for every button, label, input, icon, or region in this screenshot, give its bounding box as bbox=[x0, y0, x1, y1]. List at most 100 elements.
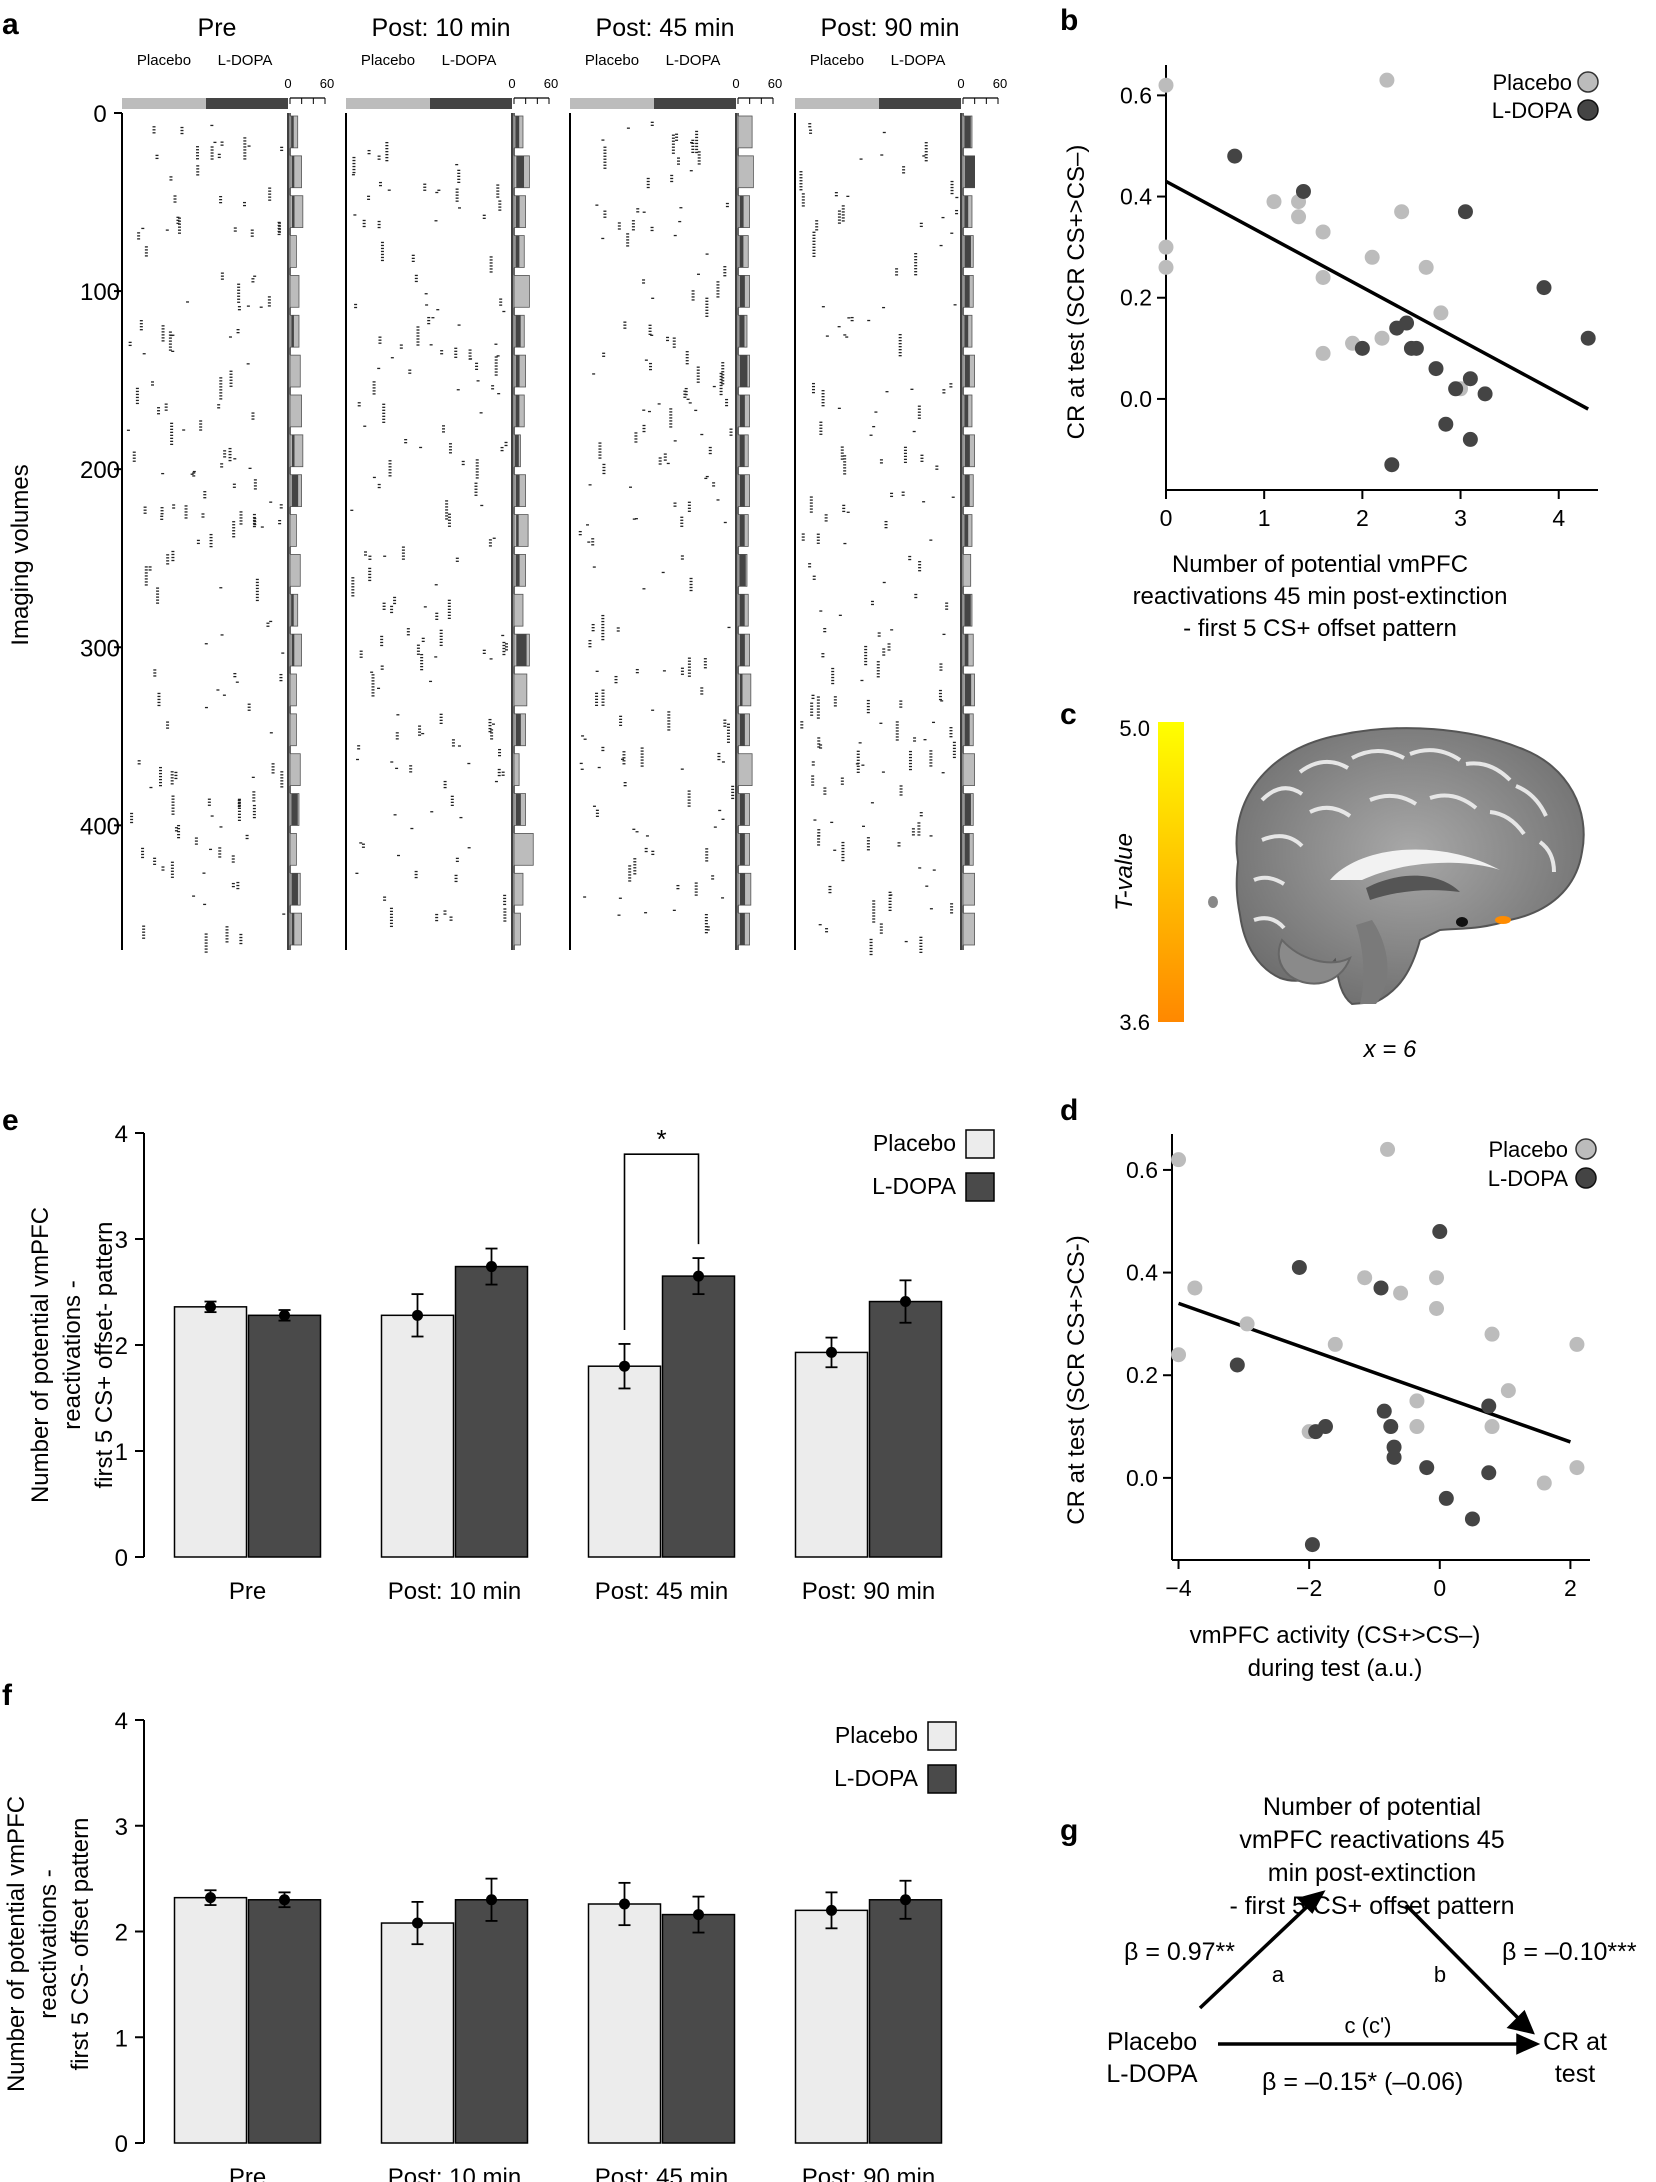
f-category-label: Post: 10 min bbox=[388, 2164, 521, 2182]
d-xtick-label: −4 bbox=[1165, 1575, 1191, 1601]
hist-bar-ldopa bbox=[291, 634, 295, 666]
hist-bar-placebo bbox=[289, 354, 301, 388]
panel-g: g Number of potential vmPFC reactivation… bbox=[1060, 1793, 1637, 2096]
hist-bar-placebo bbox=[513, 275, 530, 308]
panel-b-legend-ldopa: L-DOPA bbox=[1492, 98, 1573, 123]
e-significance-bracket bbox=[623, 1153, 700, 1330]
condition-title: Pre bbox=[198, 14, 237, 42]
hist-bar-placebo bbox=[737, 753, 753, 786]
panel-a-y-axis: 0 100 200 300 400 bbox=[80, 101, 120, 840]
f-bar-ldopa bbox=[247, 1899, 322, 2144]
mediator-line1: Number of potential bbox=[1263, 1793, 1481, 1821]
d-point-placebo bbox=[1500, 1383, 1516, 1399]
outcome-line1: CR at bbox=[1543, 2028, 1607, 2056]
path-b-arrowhead bbox=[1506, 2009, 1535, 2035]
d-point-placebo bbox=[1327, 1336, 1343, 1352]
raster-column-0: Pre Placebo L-DOPA 0 60 bbox=[114, 14, 334, 953]
hist-bar-placebo bbox=[289, 912, 302, 946]
b-point-ldopa bbox=[1354, 340, 1370, 356]
hist-bar-ldopa bbox=[291, 474, 299, 507]
b-xtick-label: 0 bbox=[1160, 505, 1173, 531]
e-mean-dot-ldopa bbox=[279, 1309, 290, 1321]
f-mean-dot-placebo bbox=[826, 1904, 837, 1916]
hist-bar-placebo bbox=[289, 633, 302, 667]
hist-bar-ldopa bbox=[964, 793, 971, 826]
b-point-ldopa bbox=[1462, 371, 1478, 387]
d-point-ldopa bbox=[1304, 1537, 1320, 1553]
hist-bar-placebo bbox=[962, 912, 975, 946]
hist-bar-placebo bbox=[962, 554, 972, 587]
b-point-ldopa bbox=[1428, 361, 1444, 377]
panel-a-ytick: 300 bbox=[80, 635, 120, 662]
panel-b-label: b bbox=[1060, 4, 1078, 37]
f-mean-dot-ldopa bbox=[900, 1894, 911, 1906]
hist-bar-ldopa bbox=[516, 155, 525, 188]
brain-sagittal-slice bbox=[1208, 727, 1585, 1006]
panel-e-label: e bbox=[2, 1104, 19, 1137]
d-ytick-label: 0.6 bbox=[1126, 1157, 1158, 1183]
d-point-placebo bbox=[1239, 1316, 1255, 1332]
outcome-line2: test bbox=[1555, 2060, 1595, 2088]
hist-bar-ldopa bbox=[739, 315, 745, 348]
hist-bar-ldopa bbox=[739, 833, 745, 866]
panel-d-xlabel-line2: during test (a.u.) bbox=[1248, 1655, 1423, 1682]
ldopa-group-bar bbox=[879, 98, 961, 109]
hist-bar-placebo bbox=[962, 872, 975, 906]
hist-bar-placebo bbox=[289, 155, 302, 189]
hist-bar-placebo bbox=[513, 593, 524, 627]
hist-bar-ldopa bbox=[739, 395, 745, 427]
hist-bar-ldopa bbox=[291, 155, 295, 188]
placebo-group-bar bbox=[570, 98, 654, 109]
hist-bar-placebo bbox=[513, 872, 524, 906]
e-bar-placebo bbox=[794, 1351, 869, 1558]
hist-bar-placebo bbox=[289, 554, 301, 587]
hist-bar-ldopa bbox=[739, 434, 745, 467]
f-bar-placebo bbox=[587, 1903, 662, 2144]
e-ytick-label: 3 bbox=[115, 1227, 128, 1254]
d-ytick-label: 0.2 bbox=[1126, 1362, 1158, 1388]
d-point-ldopa bbox=[1419, 1460, 1435, 1476]
b-point-placebo bbox=[1315, 270, 1331, 285]
group-label-ldopa: L-DOPA bbox=[891, 52, 946, 69]
hist-bar-ldopa bbox=[739, 713, 745, 746]
hist-bar-ldopa bbox=[964, 594, 971, 627]
d-point-placebo bbox=[1409, 1393, 1425, 1409]
f-mean-dot-ldopa bbox=[693, 1909, 704, 1921]
hist-bar-placebo bbox=[513, 554, 526, 587]
panel-b: b CR at test (SCR CS+>CS–) 0.00.20.40.60… bbox=[1060, 4, 1599, 642]
e-bar-placebo bbox=[587, 1365, 662, 1558]
b-xtick-label: 2 bbox=[1356, 505, 1369, 531]
hist-bar-placebo bbox=[513, 673, 528, 707]
mediator-line2: vmPFC reactivations 45 bbox=[1239, 1826, 1504, 1854]
d-point-placebo bbox=[1171, 1347, 1187, 1363]
panel-d-ylabel: CR at test (SCR CS+>CS-) bbox=[1063, 1235, 1090, 1524]
e-bar-ldopa bbox=[247, 1314, 322, 1558]
hist-bar-ldopa bbox=[291, 315, 294, 348]
hist-bar-ldopa bbox=[739, 195, 744, 228]
d-point-ldopa bbox=[1481, 1398, 1497, 1414]
condition-title: Post: 45 min bbox=[596, 14, 735, 42]
hist-bar-placebo bbox=[289, 673, 297, 707]
d-point-ldopa bbox=[1383, 1419, 1399, 1435]
d-point-placebo bbox=[1187, 1280, 1203, 1296]
hist-bar-placebo bbox=[513, 474, 526, 507]
hist-bar-placebo bbox=[513, 912, 521, 946]
panel-b-legend-placebo-marker bbox=[1577, 71, 1599, 93]
hist-bar-placebo bbox=[289, 753, 301, 786]
hist-bar-placebo bbox=[289, 314, 300, 348]
d-point-placebo bbox=[1569, 1460, 1585, 1476]
mediator-line3: min post-extinction bbox=[1268, 1859, 1476, 1887]
f-ytick-label: 0 bbox=[115, 2131, 128, 2158]
d-xtick-label: −2 bbox=[1296, 1575, 1322, 1601]
hist-tick-0: 0 bbox=[957, 76, 964, 91]
b-point-ldopa bbox=[1477, 386, 1493, 402]
panel-b-xlabel-line3: - first 5 CS+ offset pattern bbox=[1183, 615, 1457, 642]
b-point-placebo bbox=[1158, 259, 1174, 275]
hist-bar-ldopa bbox=[291, 594, 294, 627]
ldopa-group-bar bbox=[206, 98, 288, 109]
panel-a-ytick: 0 bbox=[93, 101, 106, 128]
colorbar-min: 3.6 bbox=[1119, 1010, 1150, 1035]
hist-bar-placebo bbox=[289, 235, 297, 268]
colorbar-max: 5.0 bbox=[1119, 716, 1150, 741]
b-point-ldopa bbox=[1580, 330, 1596, 346]
